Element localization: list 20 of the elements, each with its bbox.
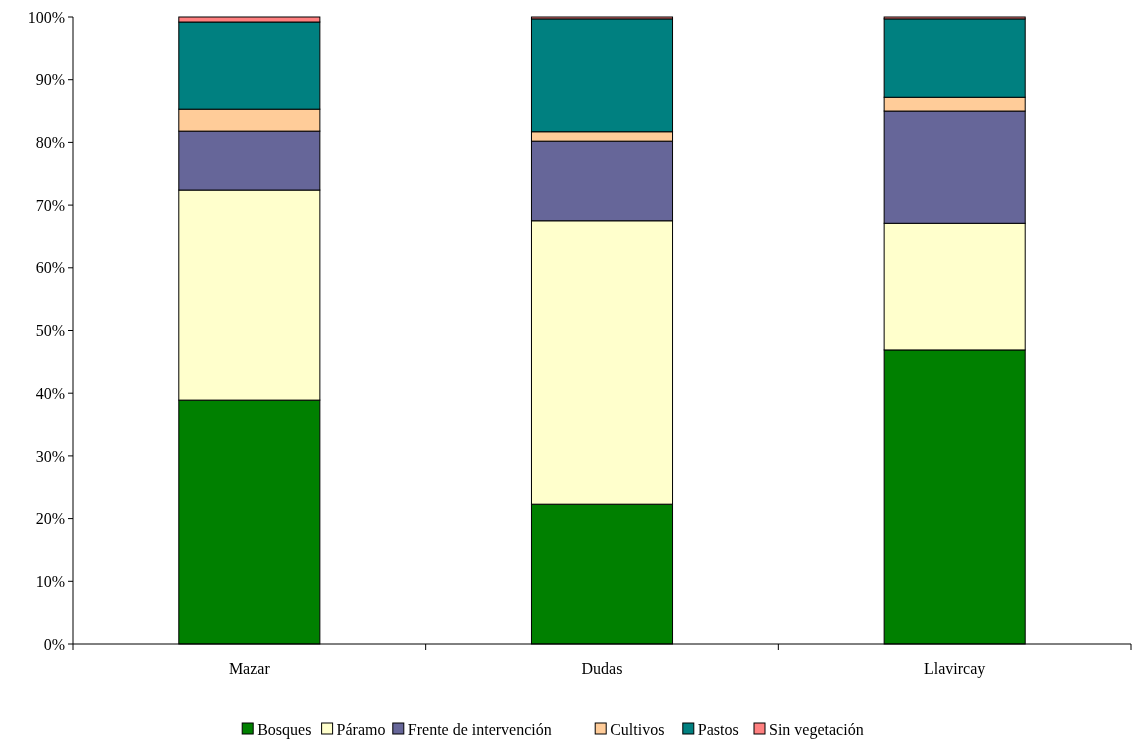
y-tick-label: 70% xyxy=(35,196,65,214)
x-tick-label: Dudas xyxy=(581,660,623,677)
x-tick-label: Llavircay xyxy=(924,660,986,678)
y-tick-label: 80% xyxy=(35,134,65,151)
legend-label: Páramo xyxy=(336,720,386,738)
y-tick-label: 50% xyxy=(35,322,65,340)
legend-label: Pastos xyxy=(697,720,739,738)
x-tick-label: Mazar xyxy=(228,660,271,677)
y-tick-label: 100% xyxy=(27,8,65,26)
y-tick-label: 20% xyxy=(35,510,65,528)
y-tick-label: 90% xyxy=(35,71,65,89)
legend-label: Cultivos xyxy=(610,720,665,738)
y-tick-label: 10% xyxy=(35,572,65,590)
y-tick-label: 40% xyxy=(35,384,65,402)
y-tick-label: 0% xyxy=(43,635,65,653)
legend-label: Sin vegetación xyxy=(769,720,864,739)
legend-label: Bosques xyxy=(257,720,312,739)
legend-label: Frente de intervención xyxy=(407,720,552,738)
y-tick-label: 30% xyxy=(35,447,65,465)
y-tick-label: 60% xyxy=(35,259,65,277)
